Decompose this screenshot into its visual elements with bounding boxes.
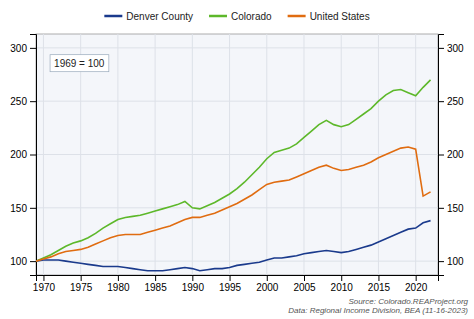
tick: 200 (438, 149, 464, 160)
annotation-text: 1969 = 100 (54, 58, 105, 69)
tick-label: 2005 (293, 282, 316, 293)
tick-mark (304, 275, 305, 281)
tick-mark (155, 275, 156, 281)
tick-label: 200 (10, 149, 27, 160)
grid-line (36, 207, 438, 208)
tick: 300 (10, 43, 36, 54)
tick-mark (118, 275, 119, 281)
tick: 2005 (293, 275, 316, 293)
chart: 1970 1975 1980 1985 1990 1995 2000 2005 2010 2015… (0, 0, 474, 319)
series-line (36, 147, 431, 261)
tick: 1985 (144, 275, 167, 293)
tick-mark (341, 275, 342, 281)
legend-item: United States (288, 11, 370, 22)
series-line (36, 80, 431, 261)
annotation: 1969 = 100 (50, 55, 109, 72)
tick-label: 250 (447, 96, 464, 107)
tick-mark (438, 208, 444, 209)
y2-axis: 100 150 200 250 300 (438, 35, 464, 276)
tick-label: 250 (10, 96, 27, 107)
tick: 1995 (219, 275, 242, 293)
tick-mark (438, 261, 444, 262)
tick: 1990 (182, 275, 205, 293)
grid-line (36, 261, 438, 262)
tick: 2020 (405, 275, 428, 293)
grid-line (36, 154, 438, 155)
axis-line (37, 276, 439, 282)
tick-mark (230, 275, 231, 281)
tick-mark (416, 275, 417, 281)
tick-label: 1975 (70, 282, 93, 293)
legend-swatch (288, 15, 306, 18)
tick-label: 100 (447, 256, 464, 267)
tick-label: 100 (10, 256, 27, 267)
tick: 1970 (33, 275, 56, 293)
tick: 100 (10, 256, 36, 267)
tick-mark (438, 155, 444, 156)
tick-mark (30, 261, 36, 262)
tick-label: 2000 (256, 282, 279, 293)
annotation-box (50, 55, 109, 72)
tick-mark (30, 48, 36, 49)
tick: 300 (438, 43, 464, 54)
tick-label: 2015 (368, 282, 391, 293)
tick-label: 1985 (144, 282, 167, 293)
legend-item: Colorado (209, 11, 272, 22)
tick: 2015 (368, 275, 391, 293)
legend-label: Colorado (231, 11, 272, 22)
tick-label: 2020 (405, 282, 428, 293)
grid (36, 34, 438, 275)
tick: 1980 (107, 275, 130, 293)
tick-mark (43, 275, 44, 281)
tick-mark (378, 275, 379, 281)
x-axis: 1970 1975 1980 1985 1990 1995 2000 2005 2010 2015… (33, 275, 439, 293)
y-axis: 100 150 200 250 300 (10, 35, 36, 276)
plot: 1970 1975 1980 1985 1990 1995 2000 2005 2010 2015… (10, 34, 464, 293)
tick-mark (30, 101, 36, 102)
tick-label: 300 (447, 43, 464, 54)
tick: 250 (438, 96, 464, 107)
source-line: Data: Regional Income Division, BEA (11-… (288, 306, 468, 315)
tick: 1975 (70, 275, 93, 293)
tick-mark (438, 48, 444, 49)
legend-swatch (104, 15, 122, 18)
tick-label: 150 (447, 203, 464, 214)
tick-label: 1970 (33, 282, 56, 293)
legend-label: United States (310, 11, 370, 22)
source-line: Source: Colorado.REAProject.org (348, 297, 468, 306)
tick-label: 1980 (107, 282, 130, 293)
tick: 200 (10, 149, 36, 160)
lines (36, 80, 431, 271)
tick: 100 (438, 256, 464, 267)
tick-label: 1995 (219, 282, 242, 293)
tick: 150 (10, 203, 36, 214)
tick-label: 1990 (182, 282, 205, 293)
tick-label: 200 (447, 149, 464, 160)
tick-label: 2010 (331, 282, 354, 293)
tick-label: 150 (10, 203, 27, 214)
legend: Denver County Colorado United States (104, 11, 369, 22)
legend-item: Denver County (104, 11, 193, 22)
axis-line (30, 35, 37, 276)
source-note: Source: Colorado.REAProject.orgData: Reg… (288, 297, 468, 316)
legend-swatch (209, 15, 227, 18)
tick: 2010 (331, 275, 354, 293)
series-line (36, 221, 431, 271)
tick-mark (267, 275, 268, 281)
plot-frame (36, 34, 438, 275)
tick: 150 (438, 203, 464, 214)
tick-mark (30, 155, 36, 156)
tick-mark (30, 208, 36, 209)
tick-mark (438, 101, 444, 102)
tick-mark (81, 275, 82, 281)
grid-line (36, 47, 438, 48)
tick-label: 300 (10, 43, 27, 54)
tick: 250 (10, 96, 36, 107)
tick-mark (192, 275, 193, 281)
axis-line (439, 35, 445, 276)
tick: 2000 (256, 275, 279, 293)
legend-label: Denver County (126, 11, 193, 22)
